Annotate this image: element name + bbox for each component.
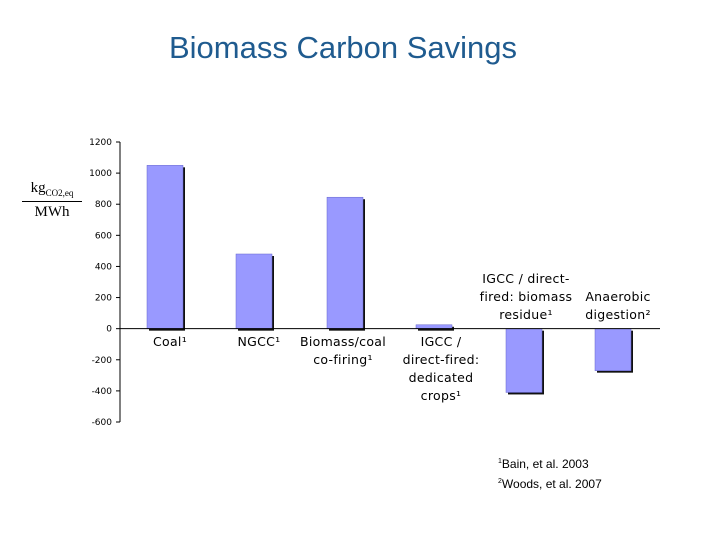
y-tick-label: 0 <box>106 325 112 335</box>
category-label-ngcc: NGCC¹ <box>237 334 281 349</box>
category-label-anaerobic-digestion: Anaerobic digestion² <box>585 289 651 322</box>
bar-2 <box>326 196 364 329</box>
reference-2: 2Woods, et al. 2007 <box>498 477 602 491</box>
bars <box>146 165 633 395</box>
y-tick-label: 200 <box>95 294 112 304</box>
bar-3 <box>415 324 453 329</box>
y-tick-label: 800 <box>95 200 112 210</box>
references: 1Bain, et al. 2003 2Woods, et al. 2007 <box>498 453 602 493</box>
bar-0 <box>146 165 184 329</box>
y-axis-label-subscript: CO2,eq <box>45 188 74 198</box>
category-label-coal: Coal¹ <box>152 334 188 349</box>
y-axis-label-numerator: kg <box>30 180 46 196</box>
slide-title: Biomass Carbon Savings <box>168 30 518 65</box>
category-label-biomass-residue: IGCC / direct- fired: biomass residue¹ <box>479 271 573 322</box>
reference-1: 1Bain, et al. 2003 <box>498 457 589 471</box>
category-label-cofiring: Biomass/coal co-firing¹ <box>299 334 387 367</box>
y-tick-label: 400 <box>95 262 112 272</box>
bar-5 <box>594 328 632 371</box>
y-tick-label: -600 <box>92 418 113 428</box>
y-axis-label: kgCO2,eq MWh <box>22 180 82 221</box>
y-tick-label: 600 <box>95 231 112 241</box>
y-tick-label: -200 <box>92 356 113 366</box>
category-label-dedicated-crops: IGCC / direct-fired: dedicated crops¹ <box>402 334 480 403</box>
bar-1 <box>235 253 273 329</box>
y-axis-ticks: 1200 1000 800 600 400 200 0 -200 -400 -600 <box>89 138 120 428</box>
y-tick-label: 1200 <box>89 138 112 148</box>
y-tick-label: 1000 <box>89 169 112 179</box>
y-axis-label-denominator: MWh <box>34 204 70 220</box>
y-tick-label: -400 <box>92 387 113 397</box>
bar-4 <box>505 328 543 393</box>
